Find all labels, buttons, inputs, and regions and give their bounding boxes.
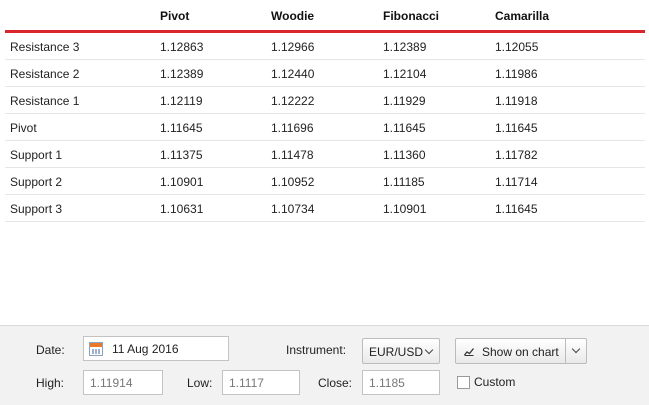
row-value: 1.10901: [160, 175, 204, 189]
high-input[interactable]: [83, 370, 163, 395]
row-label: Resistance 1: [10, 94, 80, 108]
custom-label: Custom: [474, 375, 516, 389]
show-on-chart-button[interactable]: Show on chart: [455, 338, 566, 364]
table-row: Support 1 1.11375 1.11478 1.11360 1.11782: [5, 141, 645, 168]
row-value: 1.11696: [271, 121, 314, 135]
show-on-chart-dropdown[interactable]: [565, 338, 587, 364]
row-value: 1.10631: [160, 202, 204, 216]
chevron-down-icon: [424, 345, 434, 355]
row-value: 1.12440: [271, 67, 315, 81]
settings-panel: Date: 11 Aug 2016 Instrument: High: Low:…: [0, 325, 649, 405]
header-fibonacci: Fibonacci: [383, 9, 440, 23]
chart-icon: [464, 348, 474, 356]
row-value: 1.11478: [271, 148, 314, 162]
row-value: 1.11645: [383, 121, 426, 135]
high-label: High:: [36, 376, 65, 390]
row-label: Support 2: [10, 175, 63, 189]
show-on-chart-label: Show on chart: [482, 345, 559, 359]
row-value: 1.12863: [160, 40, 204, 54]
row-value: 1.11714: [495, 175, 538, 189]
row-label: Resistance 2: [10, 67, 80, 81]
low-label: Low:: [187, 376, 213, 390]
close-label: Close:: [318, 376, 353, 390]
instrument-select[interactable]: EUR/USD: [362, 338, 440, 364]
date-label: Date:: [36, 343, 65, 357]
low-input[interactable]: [222, 370, 300, 395]
row-value: 1.11185: [383, 175, 425, 189]
table-row: Pivot 1.11645 1.11696 1.11645 1.11645: [5, 114, 645, 141]
row-value: 1.10952: [271, 175, 315, 189]
table-row: Resistance 2 1.12389 1.12440 1.12104 1.11986: [5, 60, 645, 87]
row-label: Support 3: [10, 202, 63, 216]
table-row: Support 3 1.10631 1.10734 1.10901 1.11645: [5, 195, 645, 222]
instrument-value: EUR/USD: [369, 345, 424, 359]
header-camarilla: Camarilla: [495, 9, 550, 23]
row-value: 1.10734: [271, 202, 315, 216]
table-header: Pivot Woodie Fibonacci Camarilla: [5, 0, 645, 33]
row-label: Support 1: [10, 148, 63, 162]
row-value: 1.11929: [383, 94, 426, 108]
header-woodie: Woodie: [271, 9, 315, 23]
row-value: 1.11645: [495, 202, 538, 216]
instrument-label: Instrument:: [286, 343, 347, 357]
row-value: 1.12389: [383, 40, 427, 54]
row-value: 1.11986: [495, 67, 538, 81]
row-label: Resistance 3: [10, 40, 80, 54]
row-value: 1.11360: [383, 148, 426, 162]
row-value: 1.12055: [495, 40, 539, 54]
date-value: 11 Aug 2016: [112, 342, 179, 356]
custom-checkbox[interactable]: [457, 376, 470, 389]
row-value: 1.10901: [383, 202, 427, 216]
close-input[interactable]: [362, 370, 440, 395]
row-value: 1.11918: [495, 94, 538, 108]
row-value: 1.11645: [160, 121, 203, 135]
header-pivot: Pivot: [160, 9, 190, 23]
table-row: Support 2 1.10901 1.10952 1.11185 1.11714: [5, 168, 645, 195]
row-value: 1.12389: [160, 67, 204, 81]
chevron-down-icon: [571, 344, 581, 354]
row-label: Pivot: [10, 121, 37, 135]
row-value: 1.12966: [271, 40, 315, 54]
calendar-icon[interactable]: [89, 342, 103, 356]
date-field[interactable]: 11 Aug 2016: [83, 336, 229, 361]
table-row: Resistance 1 1.12119 1.12222 1.11929 1.11918: [5, 87, 645, 114]
pivot-points-table: Pivot Woodie Fibonacci Camarilla Resista…: [5, 0, 645, 222]
row-value: 1.11645: [495, 121, 538, 135]
row-value: 1.12119: [160, 94, 203, 108]
row-value: 1.11375: [160, 148, 203, 162]
table-row: Resistance 3 1.12863 1.12966 1.12389 1.12055: [5, 33, 645, 60]
row-value: 1.12222: [271, 94, 315, 108]
row-value: 1.12104: [383, 67, 427, 81]
row-value: 1.11782: [495, 148, 538, 162]
